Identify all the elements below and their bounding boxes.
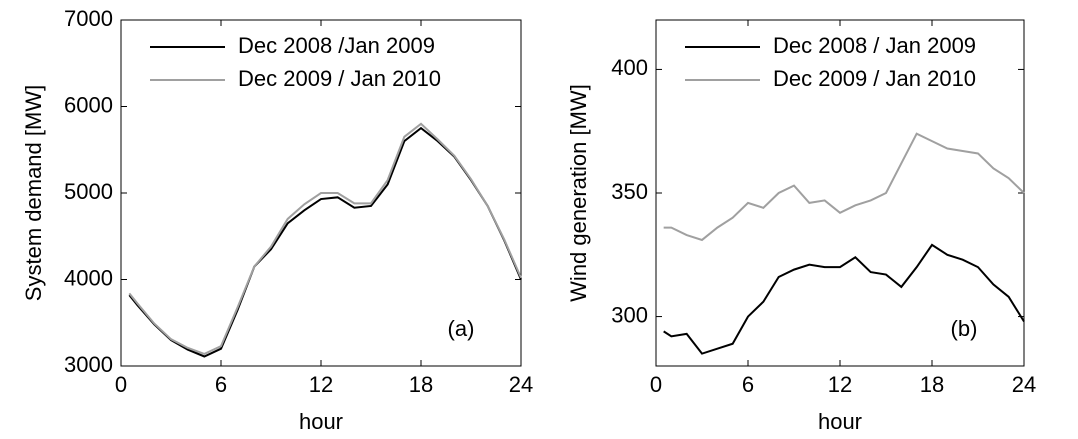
y-tick-label: 6000 xyxy=(64,92,113,117)
x-axis-label: hour xyxy=(818,409,862,434)
y-tick-label: 7000 xyxy=(64,6,113,31)
legend-label: Dec 2008 /Jan 2009 xyxy=(238,33,435,58)
y-axis-label: System demand [MW] xyxy=(21,85,46,301)
y-tick-label: 3000 xyxy=(64,352,113,377)
y-tick-label: 5000 xyxy=(64,179,113,204)
legend-label: Dec 2009 / Jan 2010 xyxy=(238,66,441,91)
legend-label: Dec 2008 / Jan 2009 xyxy=(773,33,976,58)
legend-label: Dec 2009 / Jan 2010 xyxy=(773,66,976,91)
y-tick-label: 350 xyxy=(611,179,648,204)
panel-label: (a) xyxy=(448,316,475,341)
x-tick-label: 18 xyxy=(920,372,944,397)
x-tick-label: 24 xyxy=(509,372,533,397)
x-tick-label: 12 xyxy=(828,372,852,397)
x-tick-label: 12 xyxy=(309,372,333,397)
x-tick-label: 6 xyxy=(742,372,754,397)
y-axis-label: Wind generation [MW] xyxy=(566,84,591,302)
data-line xyxy=(663,243,1025,355)
data-line xyxy=(663,132,1025,242)
x-axis-label: hour xyxy=(299,409,343,434)
y-tick-label: 4000 xyxy=(64,265,113,290)
x-tick-label: 0 xyxy=(650,372,662,397)
y-tick-label: 300 xyxy=(611,302,648,327)
data-line xyxy=(128,122,522,355)
x-tick-label: 6 xyxy=(215,372,227,397)
x-tick-label: 18 xyxy=(409,372,433,397)
x-tick-label: 0 xyxy=(115,372,127,397)
panel-label: (b) xyxy=(951,316,978,341)
y-tick-label: 400 xyxy=(611,55,648,80)
x-tick-label: 24 xyxy=(1012,372,1036,397)
